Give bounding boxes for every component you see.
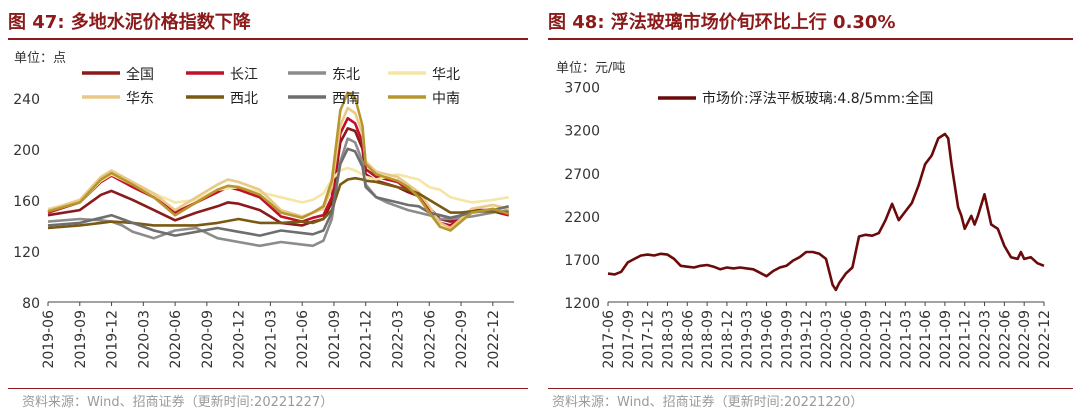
right-x-tick-label: 2018-12 bbox=[720, 310, 736, 369]
left-series-line-4 bbox=[47, 106, 510, 230]
left-legend-label: 中南 bbox=[432, 91, 460, 107]
right-x-tick-label: 2020-09 bbox=[859, 310, 875, 369]
right-x-tick-label: 2018-03 bbox=[660, 310, 676, 369]
right-y-tick-label: 3700 bbox=[564, 81, 600, 97]
left-legend-label: 西北 bbox=[230, 91, 258, 107]
right-x-tick-label: 2019-12 bbox=[799, 310, 815, 369]
right-x-tick-label: 2018-06 bbox=[680, 310, 696, 369]
cement-price-chart: 单位：点 80 120 160 200 240 2019-06 2019-09 2019-12… bbox=[13, 51, 514, 369]
left-x-tick-label: 2022-12 bbox=[486, 310, 502, 369]
left-x-tick-label: 2021-03 bbox=[263, 310, 279, 369]
right-x-tick-label: 2022-09 bbox=[1017, 310, 1033, 369]
figure-47-source: 资料来源：Wind、招商证券（更新时间:20221227） bbox=[22, 395, 334, 410]
left-x-tick-label: 2022-06 bbox=[422, 310, 438, 369]
right-x-tick-label: 2017-06 bbox=[601, 310, 617, 369]
left-x-tick-label: 2022-09 bbox=[454, 310, 470, 369]
left-x-tick-label: 2020-06 bbox=[168, 310, 184, 369]
right-x-tick-label: 2022-06 bbox=[997, 310, 1013, 369]
left-x-tick-label: 2019-12 bbox=[105, 310, 121, 369]
right-x-tick-label: 2021-06 bbox=[918, 310, 934, 369]
right-x-tick-label: 2019-06 bbox=[760, 310, 776, 369]
right-x-tick-label: 2017-12 bbox=[641, 310, 657, 369]
left-legend-label: 东北 bbox=[332, 67, 360, 83]
left-legend-label: 华北 bbox=[432, 67, 460, 83]
left-y-tick-label: 80 bbox=[22, 296, 40, 312]
right-series-line-0 bbox=[607, 132, 1045, 292]
right-legend-label: 市场价:浮法平板玻璃:4.8/5mm:全国 bbox=[702, 90, 933, 107]
right-x-tick-label: 2022-12 bbox=[1037, 310, 1053, 369]
left-series-line-6 bbox=[47, 147, 510, 237]
left-x-tick-label: 2019-06 bbox=[41, 310, 57, 369]
left-y-tick-label: 200 bbox=[13, 143, 40, 159]
right-x-tick-label: 2020-06 bbox=[839, 310, 855, 369]
left-x-tick-label: 2020-03 bbox=[136, 310, 152, 369]
right-y-tick-label: 1700 bbox=[564, 253, 600, 269]
chart-right-unit: 单位：元/吨 bbox=[556, 61, 625, 76]
figure-48-panel: 图 48: 浮法玻璃市场价旬环比上行 0.30% 单位：元/吨 1200 1700… bbox=[540, 0, 1080, 419]
right-x-tick-label: 2022-03 bbox=[978, 310, 994, 369]
chart-left-unit: 单位：点 bbox=[14, 51, 66, 66]
figure-47-title-rule bbox=[8, 38, 528, 40]
right-x-tick-label: 2020-12 bbox=[878, 310, 894, 369]
right-y-tick-label: 3200 bbox=[564, 124, 600, 140]
figure-47-source-rule bbox=[8, 388, 528, 389]
left-legend-label: 西南 bbox=[332, 91, 360, 107]
left-x-tick-label: 2020-09 bbox=[200, 310, 216, 369]
left-x-tick-label: 2019-09 bbox=[73, 310, 89, 369]
right-y-tick-label: 2200 bbox=[564, 210, 600, 226]
right-x-tick-label: 2017-09 bbox=[621, 310, 637, 369]
right-x-tick-label: 2021-12 bbox=[958, 310, 974, 369]
right-x-tick-label: 2020-03 bbox=[819, 310, 835, 369]
right-y-tick-label: 2700 bbox=[564, 167, 600, 183]
right-x-tick-label: 2021-09 bbox=[938, 310, 954, 369]
right-y-tick-label: 1200 bbox=[564, 296, 600, 312]
figure-47-title: 图 47: 多地水泥价格指数下降 bbox=[8, 12, 251, 33]
left-legend-label: 长江 bbox=[230, 67, 258, 83]
left-y-tick-label: 160 bbox=[13, 194, 40, 210]
left-y-tick-label: 120 bbox=[13, 245, 40, 261]
left-series-line-7 bbox=[47, 91, 510, 232]
left-legend-label: 全国 bbox=[126, 66, 154, 83]
right-x-tick-label: 2018-09 bbox=[700, 310, 716, 369]
right-x-tick-label: 2019-03 bbox=[740, 310, 756, 369]
right-x-tick-label: 2021-03 bbox=[898, 310, 914, 369]
left-legend-label: 华东 bbox=[126, 91, 154, 107]
left-y-tick-label: 240 bbox=[13, 92, 40, 108]
figure-48-title: 图 48: 浮法玻璃市场价旬环比上行 0.30% bbox=[548, 12, 896, 33]
figure-48-source: 资料来源：Wind、招商证券（更新时间:20221220） bbox=[552, 395, 864, 410]
left-x-tick-label: 2021-12 bbox=[359, 310, 375, 369]
right-x-tick-label: 2019-09 bbox=[779, 310, 795, 369]
figure-47-panel: 图 47: 多地水泥价格指数下降 单位：点 80 120 160 200 240 2019… bbox=[8, 12, 528, 410]
left-x-tick-label: 2021-09 bbox=[327, 310, 343, 369]
figure-48-source-rule bbox=[548, 388, 1073, 389]
left-x-tick-label: 2021-06 bbox=[295, 310, 311, 369]
left-x-tick-label: 2020-12 bbox=[232, 310, 248, 369]
left-x-tick-label: 2022-03 bbox=[391, 310, 407, 369]
left-series-line-5 bbox=[47, 176, 509, 230]
figure-48-title-rule bbox=[548, 38, 1073, 40]
